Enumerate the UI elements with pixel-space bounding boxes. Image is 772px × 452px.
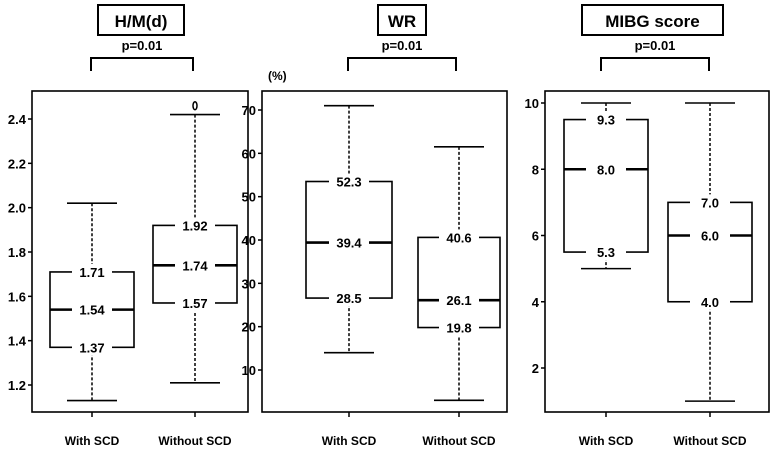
chart-title: WR: [388, 12, 416, 31]
chart-title: H/M(d): [115, 12, 168, 31]
title-box: [581, 4, 724, 36]
panel-1: H/M(d) p=0.01 1.2 1.4 1.6 1.8 2.0 2.2 2.4 1.37 1.5…: [8, 4, 249, 448]
label-background: [690, 194, 730, 211]
box-1: 1.37 1.54 1.71 With SCD: [49, 202, 135, 448]
y-tick-label: 40: [242, 233, 256, 248]
y-tick-label: 2.0: [8, 201, 26, 216]
q3-label: 52.3: [336, 175, 361, 190]
q3-label: 40.6: [446, 230, 471, 245]
median-label: 6.0: [701, 229, 719, 244]
x-tick-label: Without SCD: [422, 434, 496, 448]
label-background: [329, 290, 369, 307]
y-tick-label: 50: [242, 190, 256, 205]
p-value-label: p=0.01: [635, 38, 676, 53]
box-2: 19.8 26.1 40.6 Without SCD: [417, 146, 501, 448]
y-tick-label: 30: [242, 276, 256, 291]
median-label: 26.1: [446, 293, 471, 308]
p-value-label: p=0.01: [382, 38, 423, 53]
median-label: 1.74: [182, 258, 208, 273]
q3-label: 9.3: [597, 113, 615, 128]
label-background: [175, 217, 215, 234]
q3-label: 1.92: [182, 218, 207, 233]
y-tick-label: 6: [532, 229, 539, 244]
y-tick-label: 60: [242, 146, 256, 161]
label-background: [72, 339, 112, 356]
median-label: 1.54: [79, 303, 105, 318]
y-tick-label: 8: [532, 162, 539, 177]
y-tick-label: 2.4: [8, 112, 27, 127]
y-tick-label: 2: [532, 361, 539, 376]
iqr-box: [667, 201, 753, 303]
iqr-box: [563, 118, 649, 253]
label-background: [586, 111, 626, 128]
y-tick-label: 4: [532, 295, 540, 310]
label-background: [329, 173, 369, 190]
y-tick-label: 20: [242, 320, 256, 335]
label-background: [439, 229, 479, 246]
plot-frame: [261, 90, 508, 413]
x-tick-label: With SCD: [579, 434, 634, 448]
q1-label: 1.37: [79, 340, 104, 355]
p-value-label: p=0.01: [122, 38, 163, 53]
q1-label: 19.8: [446, 321, 471, 336]
q1-label: 4.0: [701, 295, 719, 310]
box-2: 4.0 6.0 7.0 Without SCD: [667, 102, 753, 448]
label-background: [586, 244, 626, 261]
x-tick-label: With SCD: [322, 434, 377, 448]
iqr-box: [417, 236, 501, 329]
outlier-point: [192, 100, 198, 111]
y-tick-label: 1.8: [8, 245, 26, 260]
median-label: 8.0: [597, 162, 615, 177]
y-tick-label: 10: [525, 96, 539, 111]
label-background: [329, 234, 369, 251]
y-tick-label: 1.6: [8, 289, 26, 304]
label-background: [175, 294, 215, 311]
label-background: [72, 301, 112, 318]
y-tick-label: 70: [242, 103, 256, 118]
q3-label: 1.71: [79, 265, 104, 280]
box-2: 1.57 1.74 1.92 Without SCD: [152, 100, 238, 448]
label-background: [439, 292, 479, 309]
label-background: [586, 161, 626, 178]
box-1: 28.5 39.4 52.3 With SCD: [305, 104, 393, 448]
label-background: [72, 263, 112, 280]
title-box: [377, 4, 427, 36]
q1-label: 1.57: [182, 296, 207, 311]
q3-label: 7.0: [701, 195, 719, 210]
q1-label: 28.5: [336, 291, 361, 306]
box-1: 5.3 8.0 9.3 With SCD: [563, 102, 649, 448]
y-tick-label: 1.2: [8, 378, 26, 393]
y-tick-label: 2.2: [8, 156, 26, 171]
label-background: [690, 227, 730, 244]
x-tick-label: Without SCD: [673, 434, 747, 448]
y-tick-label: 10: [242, 363, 256, 378]
significance-bracket: [90, 57, 194, 71]
label-background: [175, 257, 215, 274]
panel-2: WR p=0.01 (%) 10 20 30 40 50 60 70 28.5 39.4 52.3 Wit…: [242, 4, 508, 448]
significance-bracket: [600, 57, 710, 71]
x-tick-label: Without SCD: [158, 434, 232, 448]
y-tick-label: 1.4: [8, 334, 27, 349]
x-tick-label: With SCD: [65, 434, 120, 448]
label-background: [690, 293, 730, 310]
plot-frame: [544, 90, 770, 413]
y-axis-label: (%): [268, 69, 287, 83]
q1-label: 5.3: [597, 245, 615, 260]
median-label: 39.4: [336, 236, 362, 251]
title-box: [97, 4, 185, 36]
chart-title: MIBG score: [605, 12, 699, 31]
significance-bracket: [347, 57, 457, 71]
label-background: [439, 319, 479, 336]
panel-3: MIBG score p=0.01 2 4 6 8 10 5.3 8.0 9.3 With SCD 4…: [525, 4, 770, 448]
